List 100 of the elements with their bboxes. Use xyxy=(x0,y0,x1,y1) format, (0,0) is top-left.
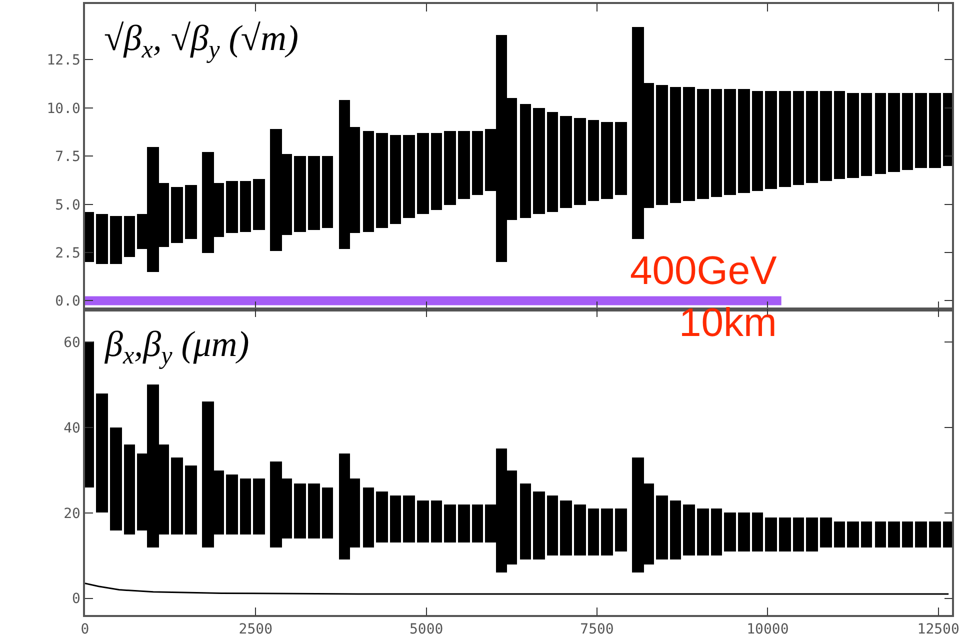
bar xyxy=(861,92,872,176)
x-tick-label: 12500 xyxy=(917,622,960,638)
bar xyxy=(431,500,442,542)
bar xyxy=(615,122,627,195)
annotation: √β$_{x}$, √β$_{y}$ (√m) xyxy=(104,18,298,64)
bar xyxy=(588,120,599,201)
bar xyxy=(656,84,668,205)
bar xyxy=(458,504,470,542)
bar xyxy=(533,108,545,214)
bar xyxy=(472,504,483,542)
bar xyxy=(697,508,709,556)
y-tick-label: 7.5 xyxy=(55,149,80,166)
y-tick-label: 2.5 xyxy=(55,245,80,262)
bar xyxy=(588,508,599,556)
y-tick-label: 40 xyxy=(64,420,80,436)
bar xyxy=(765,517,777,552)
bar xyxy=(752,90,763,191)
bar xyxy=(533,491,545,560)
bar xyxy=(185,184,197,239)
bar xyxy=(670,86,681,203)
bar xyxy=(915,92,927,168)
bar xyxy=(820,517,832,548)
bar xyxy=(902,92,913,170)
bar xyxy=(253,178,265,230)
bar xyxy=(431,132,442,210)
bar xyxy=(601,122,613,199)
bar xyxy=(124,216,135,257)
bar xyxy=(574,504,586,556)
bar xyxy=(724,88,736,195)
bar xyxy=(929,92,941,168)
x-tick-label: 10000 xyxy=(746,622,789,638)
bar xyxy=(294,483,306,538)
bar xyxy=(417,132,429,214)
bar xyxy=(308,156,320,230)
bar xyxy=(322,156,333,228)
x-tick-label: 2500 xyxy=(238,622,273,638)
bar xyxy=(806,517,818,552)
bar xyxy=(888,92,900,172)
x-tick-label: 7500 xyxy=(580,622,614,638)
y-tick-label: 60 xyxy=(64,334,80,351)
bar xyxy=(820,90,832,181)
bar xyxy=(779,90,791,187)
bar xyxy=(444,504,456,542)
bar xyxy=(793,90,804,185)
bar xyxy=(834,90,845,179)
bar xyxy=(363,487,374,548)
y-tick-label: 0 xyxy=(72,591,80,608)
bar xyxy=(96,214,108,264)
x-tick-label: 5000 xyxy=(409,622,444,638)
bar xyxy=(683,504,695,556)
bar xyxy=(390,134,401,224)
bar xyxy=(697,88,709,199)
bar xyxy=(615,508,627,552)
bar xyxy=(171,186,183,243)
line-series xyxy=(85,582,950,595)
bar xyxy=(656,495,668,560)
bar xyxy=(929,521,941,548)
bar xyxy=(875,521,886,548)
bar xyxy=(765,90,777,189)
bar xyxy=(520,104,531,218)
annotation: 400GeV 10km xyxy=(630,249,778,345)
bar xyxy=(376,491,388,542)
bar xyxy=(683,86,695,201)
bar xyxy=(240,180,251,232)
bar xyxy=(670,500,681,560)
bar xyxy=(240,478,251,534)
bar xyxy=(96,393,108,512)
y-tick-label: 12.5 xyxy=(46,52,80,69)
bar xyxy=(875,92,886,174)
bar xyxy=(253,478,265,534)
y-tick-label: 10.0 xyxy=(46,100,80,117)
bar xyxy=(226,474,238,534)
bar xyxy=(560,500,572,556)
bar xyxy=(520,483,531,560)
bar xyxy=(834,521,845,548)
bar xyxy=(376,132,388,228)
bar xyxy=(779,517,791,552)
y-tick-label: 20 xyxy=(64,506,80,522)
bar xyxy=(711,508,722,556)
bar xyxy=(902,521,913,548)
bar xyxy=(806,90,818,183)
bar xyxy=(417,500,429,542)
bar xyxy=(294,156,306,232)
bar xyxy=(601,508,613,556)
bar xyxy=(322,487,333,538)
bar xyxy=(124,444,135,534)
bar xyxy=(458,130,470,199)
bar xyxy=(560,116,572,208)
bar xyxy=(390,495,401,542)
bar xyxy=(185,465,197,534)
bar xyxy=(444,130,456,205)
bar xyxy=(403,495,415,542)
bar xyxy=(915,521,927,548)
bar xyxy=(724,512,736,552)
bar xyxy=(171,457,183,534)
bar xyxy=(861,521,872,548)
y-tick-label: 5.0 xyxy=(55,197,80,214)
bar xyxy=(472,130,483,195)
bar xyxy=(110,427,122,530)
bar xyxy=(547,495,558,556)
